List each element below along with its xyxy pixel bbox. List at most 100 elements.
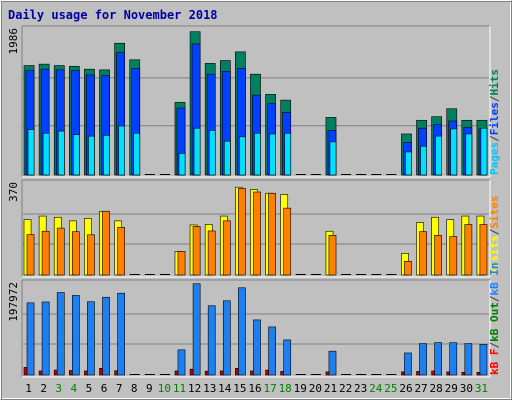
bar-empty (159, 174, 170, 175)
bar-kb-in-day-16 (253, 319, 261, 376)
bar-kb-in-day-3 (56, 292, 65, 376)
bar-sites-day-14 (222, 220, 231, 276)
bar-empty (144, 374, 155, 375)
bar-empty (129, 274, 140, 275)
x-tick-label-24: 24 (369, 382, 383, 395)
bar-sites-day-27 (419, 231, 427, 276)
legend-entry-1: / (488, 342, 501, 349)
bar-empty (144, 274, 155, 275)
bar-sites-day-26 (404, 260, 412, 276)
y-axis-max-label: 197972 (7, 282, 20, 322)
bar-sites-day-3 (56, 227, 65, 276)
side-legend-label: kB F/kB Out/kB In (488, 262, 501, 375)
bar-kb-in-day-27 (419, 343, 427, 376)
x-tick-label-28: 28 (430, 382, 443, 395)
bar-kb-f-day-28 (431, 370, 435, 376)
bar-pages-day-15 (239, 136, 246, 176)
panel-kbf-kbin-kbout: 197972 kB F/kB Out/kB In (7, 262, 501, 378)
bar-sites-day-15 (238, 188, 246, 276)
bar-kb-in-day-28 (434, 342, 443, 376)
x-tick-label-25: 25 (384, 382, 397, 395)
bar-sites-day-7 (117, 227, 125, 276)
x-tick-label-16: 16 (248, 382, 261, 395)
bar-pages-day-21 (329, 141, 337, 176)
bar-kb-in-day-13 (207, 305, 216, 376)
legend-entry-0: Pages (488, 142, 501, 175)
bar-pages-day-11 (178, 153, 186, 176)
bar-kb-in-day-14 (222, 300, 231, 376)
x-axis-day-labels: 1 2 3 4 5 6 7 8 9 10 11 12 13 14 15 16 17 18 19 20 21 22 23 24 2… (25, 382, 488, 395)
bar-pages-day-27 (420, 145, 427, 176)
bar-empty (310, 174, 321, 175)
bar-pages-day-7 (118, 125, 125, 176)
bar-kb-f-day-14 (219, 370, 224, 376)
x-tick-label-6: 6 (101, 382, 108, 395)
bar-sites-day-18 (283, 207, 292, 276)
x-tick-label-3: 3 (55, 382, 62, 395)
bar-pages-day-8 (133, 132, 141, 176)
legend-entry-2: kB Out (488, 302, 501, 342)
legend-entry-1: / (488, 135, 501, 142)
legend-entry-0: Visits (488, 235, 501, 275)
x-tick-label-29: 29 (445, 382, 458, 395)
bar-pages-day-12 (193, 127, 201, 176)
bar-kb-in-day-30 (464, 343, 473, 376)
bar-pages-day-1 (27, 129, 35, 176)
bar-empty (310, 374, 321, 375)
bar-kb-f-day-21 (325, 371, 330, 376)
bar-kb-in-day-18 (283, 339, 292, 376)
chart-title: Daily usage for November 2018 (8, 8, 218, 22)
bar-kb-f-day-13 (204, 370, 209, 376)
legend-entry-3: / (488, 95, 501, 102)
x-tick-label-2: 2 (40, 382, 47, 395)
bar-sites-day-30 (464, 224, 473, 276)
bar-pages-day-6 (103, 135, 110, 176)
bar-pages-day-17 (269, 133, 276, 176)
x-tick-label-10: 10 (158, 382, 171, 395)
x-tick-label-19: 19 (294, 382, 307, 395)
bar-pages-day-28 (435, 135, 443, 176)
bar-empty (159, 274, 170, 275)
bar-kb-in-day-5 (87, 301, 95, 376)
bar-kb-in-day-1 (26, 302, 35, 376)
bar-kb-in-day-26 (404, 352, 412, 376)
legend-entry-2: Files (488, 102, 501, 135)
x-tick-label-27: 27 (414, 382, 427, 395)
bar-empty (371, 274, 382, 275)
x-tick-label-31: 31 (475, 382, 488, 395)
bar-pages-day-3 (57, 130, 65, 176)
bar-sites-day-2 (41, 230, 50, 276)
x-tick-label-13: 13 (203, 382, 216, 395)
bar-empty (159, 374, 170, 375)
bar-kb-f-day-3 (53, 369, 58, 376)
bar-sites-day-16 (253, 191, 261, 276)
bar-sites-day-13 (207, 230, 216, 276)
x-tick-label-30: 30 (460, 382, 473, 395)
bar-sites-day-5 (87, 234, 95, 276)
bar-kb-in-day-12 (192, 283, 201, 376)
legend-entry-2: Sites (488, 196, 501, 229)
x-tick-label-18: 18 (279, 382, 292, 395)
bar-pages-day-30 (465, 133, 473, 176)
bar-kb-in-day-29 (449, 342, 458, 376)
bar-kb-f-day-6 (99, 367, 103, 376)
bar-kb-in-day-15 (238, 287, 246, 376)
bar-empty (310, 274, 321, 275)
x-tick-label-14: 14 (218, 382, 232, 395)
y-axis-max-label: 1986 (7, 28, 20, 55)
bar-pages-day-4 (72, 134, 80, 176)
bar-pages-day-5 (88, 135, 95, 176)
bar-kb-f-day-2 (38, 370, 43, 376)
bar-kb-in-day-6 (102, 296, 110, 376)
bar-empty (295, 274, 306, 275)
bar-sites-day-4 (71, 231, 80, 276)
bar-kb-f-day-15 (235, 367, 239, 376)
bar-empty (129, 374, 140, 375)
bar-pages-day-29 (450, 128, 458, 176)
bar-kb-f-day-11 (174, 370, 179, 376)
bar-sites-day-1 (26, 234, 35, 276)
bar-kb-in-day-7 (117, 292, 125, 376)
bar-kb-f-day-29 (446, 371, 451, 376)
panel-visits-sites: 370 Visits/Sites (7, 179, 501, 278)
